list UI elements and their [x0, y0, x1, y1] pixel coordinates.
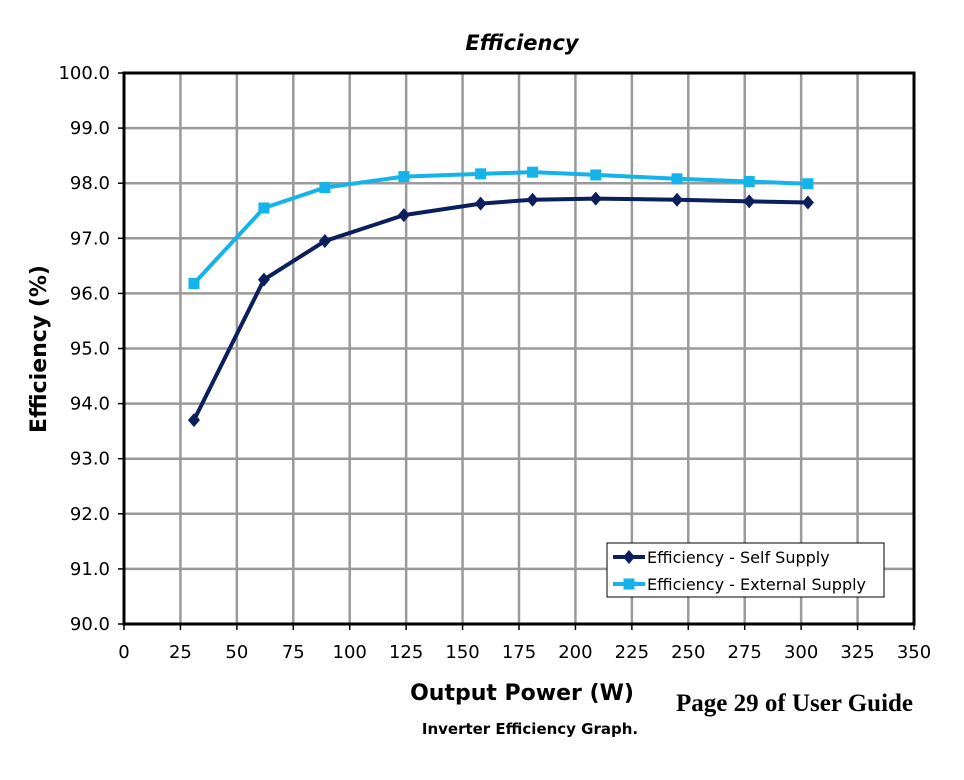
x-tick-label: 200: [558, 642, 592, 663]
chart-title: Efficiency: [465, 31, 580, 55]
y-tick-label: 93.0: [70, 449, 110, 470]
x-tick-label: 150: [445, 642, 479, 663]
y-tick-label: 99.0: [70, 118, 110, 139]
legend-box: [606, 542, 885, 598]
x-tick-label: 250: [671, 642, 705, 663]
y-tick-label: 98.0: [70, 173, 110, 194]
y-tick-label: 92.0: [70, 504, 110, 525]
y-tick-label: 100.0: [58, 63, 110, 84]
series-self-supply: [187, 191, 814, 428]
data-point: [318, 234, 331, 249]
figure-caption: Inverter Efficiency Graph.: [421, 720, 639, 738]
y-axis-ticks: 90.0 91.0 92.0 93.0 94.0 95.0 96.0 97.0 98.0 99.0…: [58, 63, 124, 635]
x-tick-label: 0: [118, 642, 129, 663]
legend: Efficiency - Self Supply Efficiency - Ext…: [606, 542, 885, 598]
data-point: [671, 173, 683, 185]
data-point: [475, 168, 487, 180]
data-point: [802, 178, 814, 190]
y-tick-label: 95.0: [70, 339, 110, 360]
data-point: [589, 191, 602, 206]
x-axis-label: Output Power (W): [410, 681, 634, 706]
legend-marker: [623, 578, 635, 590]
grid-lines: [122, 71, 916, 626]
series-external-supply: [188, 166, 814, 289]
x-tick-label: 175: [502, 642, 536, 663]
x-tick-label: 350: [897, 642, 931, 663]
series-layer: [187, 166, 814, 428]
data-point: [671, 192, 683, 207]
page-note: Page 29 of User Guide: [676, 690, 914, 717]
x-axis-ticks: 0 25 50 75 100 125 150 175 200 225 250 275 300 325 350: [118, 624, 931, 663]
y-tick-label: 91.0: [70, 559, 110, 580]
data-point: [319, 182, 331, 194]
data-point: [398, 171, 410, 183]
x-tick-label: 275: [728, 642, 762, 663]
data-point: [258, 202, 270, 214]
legend-marker: [623, 550, 635, 564]
data-point: [743, 194, 756, 209]
y-tick-label: 96.0: [70, 283, 110, 304]
legend-label: Efficiency - External Supply: [647, 575, 866, 594]
data-point: [590, 169, 602, 181]
x-tick-label: 100: [333, 642, 367, 663]
y-tick-label: 90.0: [70, 614, 110, 635]
x-tick-label: 50: [225, 642, 248, 663]
x-tick-label: 125: [389, 642, 423, 663]
x-tick-label: 325: [840, 642, 874, 663]
data-point: [743, 176, 755, 188]
data-point: [526, 192, 539, 207]
data-point: [474, 196, 487, 211]
data-point: [187, 413, 200, 428]
y-tick-label: 94.0: [70, 394, 110, 415]
x-tick-label: 225: [615, 642, 649, 663]
data-point: [527, 166, 539, 178]
x-tick-label: 75: [282, 642, 305, 663]
data-point: [257, 272, 270, 287]
legend-label: Efficiency - Self Supply: [647, 548, 830, 567]
data-point: [397, 208, 410, 223]
y-tick-label: 97.0: [70, 228, 110, 249]
data-point: [188, 277, 200, 289]
data-point: [801, 195, 814, 210]
series-line: [192, 170, 808, 285]
y-axis-label: Efficiency (%): [27, 265, 52, 433]
x-tick-label: 25: [169, 642, 192, 663]
series-line: [192, 196, 808, 422]
x-tick-label: 300: [784, 642, 818, 663]
